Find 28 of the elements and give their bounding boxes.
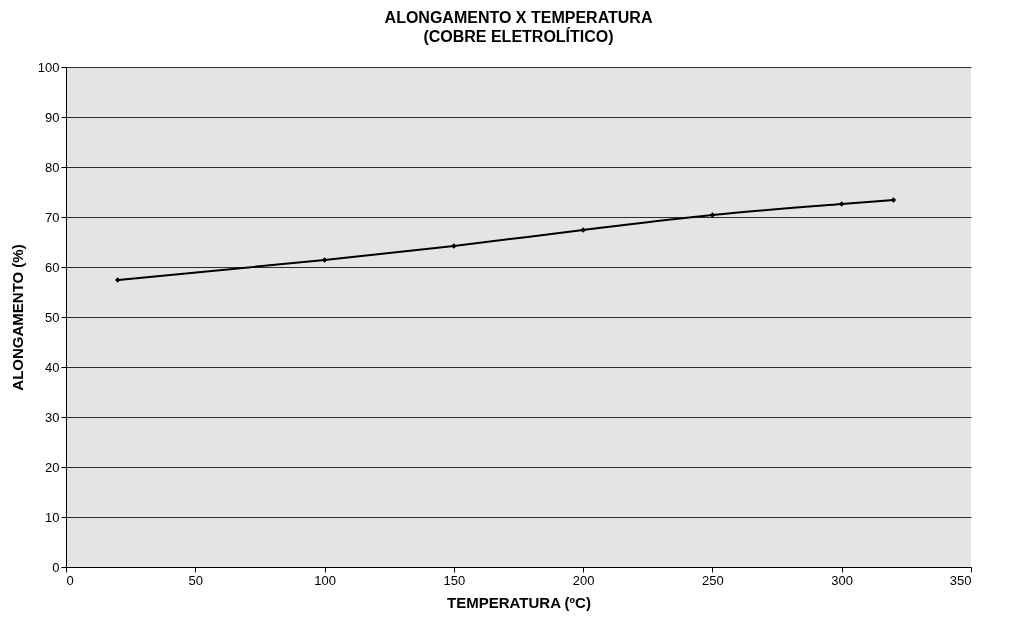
point — [838, 201, 845, 207]
x-tick-label: 0 — [66, 572, 74, 588]
y-tick-label: 50 — [45, 309, 60, 325]
x-tick-label: 150 — [443, 572, 466, 588]
chart-subtitle: (COBRE ELETROLÍTICO) — [423, 27, 614, 45]
x-tick-label: 200 — [572, 572, 595, 588]
point — [114, 277, 121, 283]
y-tick-label: 100 — [37, 59, 60, 75]
point — [890, 197, 897, 203]
x-tick-label: 50 — [188, 572, 204, 588]
y-tick-label: 60 — [45, 259, 60, 275]
y-tick-label: 10 — [45, 509, 60, 525]
x-tick-label: 250 — [702, 572, 724, 588]
x-tick-label: 100 — [314, 572, 336, 588]
x-tick-label: 350 — [949, 572, 972, 588]
y-tick-label: 80 — [45, 159, 60, 175]
y-tick-label: 70 — [45, 209, 60, 225]
chart-title: ALONGAMENTO X TEMPERATURA — [384, 9, 653, 26]
y-tick-label: 20 — [45, 459, 60, 475]
x-tick-label: 300 — [831, 572, 854, 588]
y-axis-title: ALONGAMENTO (%) — [8, 244, 26, 391]
x-axis-title: TEMPERATURA (ºC) — [447, 593, 591, 611]
y-tick-label: 40 — [45, 359, 60, 375]
y-tick-label: 90 — [45, 109, 60, 125]
point — [321, 257, 328, 263]
point — [709, 212, 716, 218]
y-tick-label: 30 — [45, 409, 60, 425]
y-tick-label: 0 — [52, 559, 60, 575]
